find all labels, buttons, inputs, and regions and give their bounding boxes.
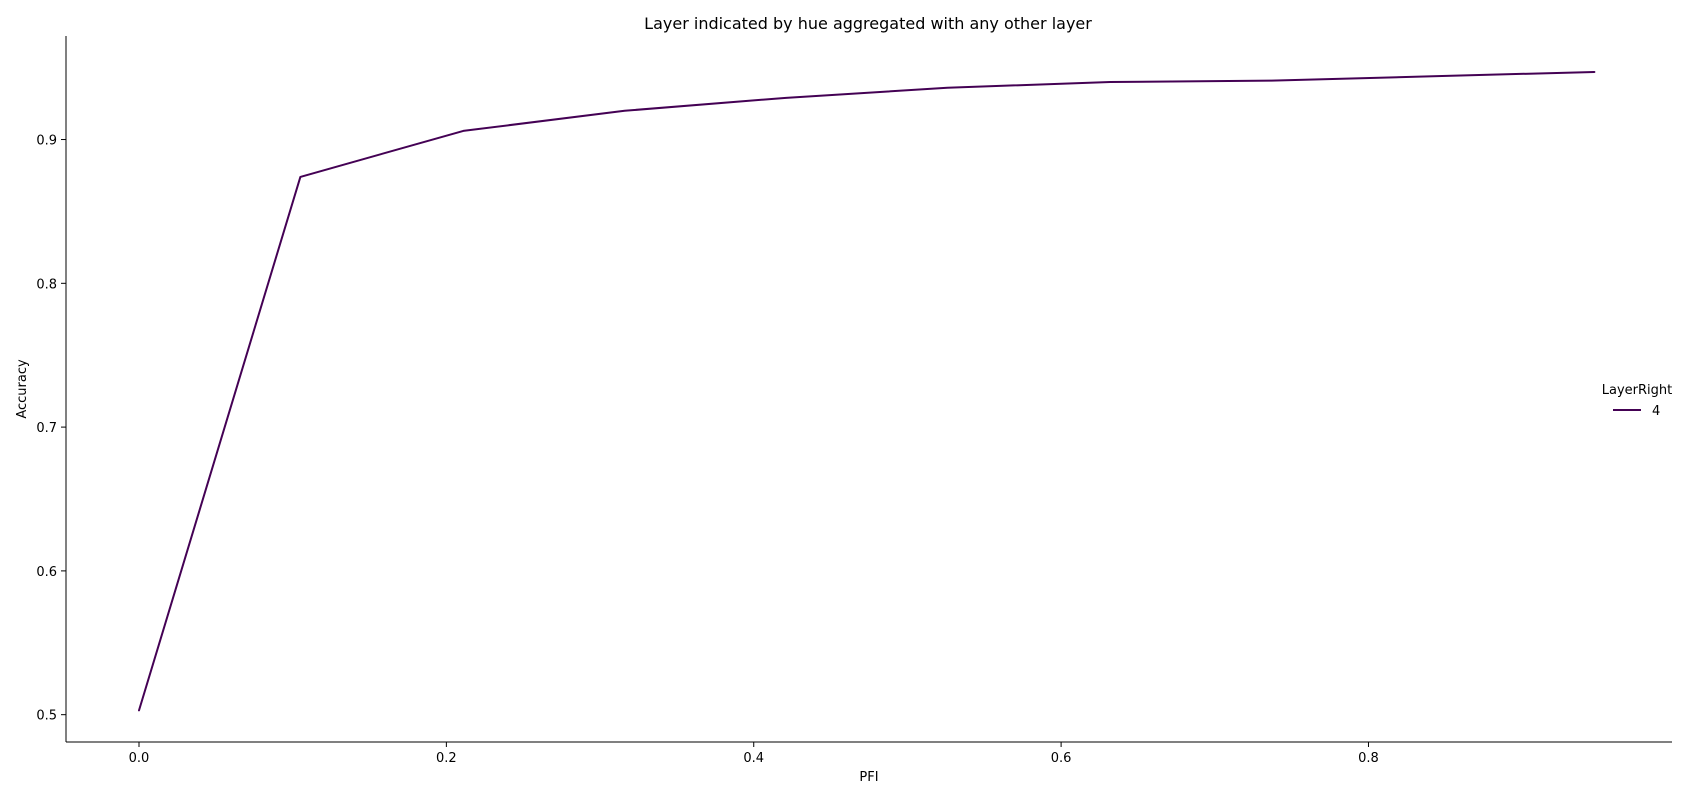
x-ticks: 0.0 0.2 0.4 0.6 0.8 xyxy=(129,742,1379,766)
x-tick-label: 0.8 xyxy=(1358,751,1379,766)
y-tick-label: 0.5 xyxy=(36,709,57,724)
y-tick-label: 0.8 xyxy=(36,277,57,292)
y-axis-label: Accuracy xyxy=(15,359,30,419)
x-tick-label: 0.2 xyxy=(436,751,457,766)
legend: LayerRight 4 xyxy=(1602,383,1672,419)
x-tick-label: 0.6 xyxy=(1051,751,1072,766)
y-ticks: 0.5 0.6 0.7 0.8 0.9 xyxy=(36,134,66,724)
x-tick-label: 0.4 xyxy=(743,751,764,766)
legend-label: 4 xyxy=(1652,404,1660,419)
x-tick-label: 0.0 xyxy=(129,751,150,766)
series-layer xyxy=(138,70,1596,712)
y-tick-label: 0.9 xyxy=(36,134,57,149)
legend-items: 4 xyxy=(1613,404,1660,419)
series-line-4 xyxy=(138,70,1596,712)
y-tick-label: 0.7 xyxy=(36,421,57,436)
axes xyxy=(65,36,1672,743)
chart-title: Layer indicated by hue aggregated with a… xyxy=(644,14,1092,33)
legend-title: LayerRight xyxy=(1602,383,1672,398)
y-tick-label: 0.6 xyxy=(36,565,57,580)
x-axis-label: PFI xyxy=(859,770,878,785)
